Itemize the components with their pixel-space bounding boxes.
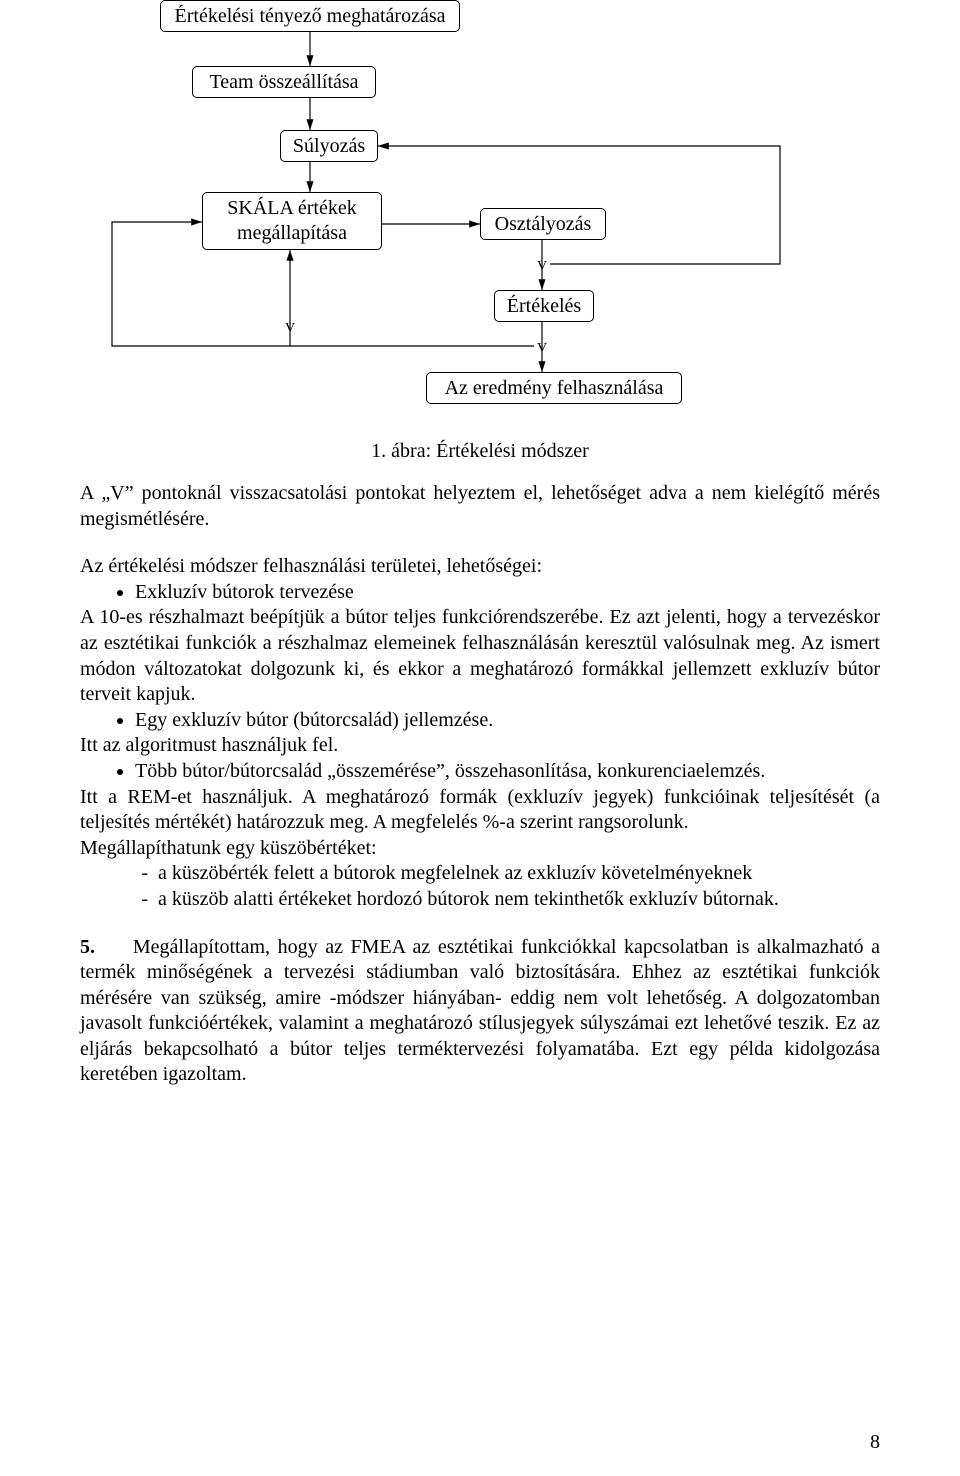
page-number: 8 (870, 1431, 880, 1454)
paragraph: Itt az algoritmust használjuk fel. (80, 733, 880, 759)
svg-text:V: V (537, 259, 547, 274)
list-item: a küszöbérték felett a bútorok megfeleln… (158, 861, 880, 887)
section-5: 5. Megállapítottam, hogy az FMEA az eszt… (80, 935, 880, 1089)
node-ertekeles: Értékelés (494, 290, 594, 322)
node-label: SKÁLA értékek megállapítása (227, 196, 356, 246)
paragraph: A „V” pontoknál visszacsatolási pontokat… (80, 481, 880, 532)
paragraph: A 10-es részhalmazt beépítjük a bútor te… (80, 605, 880, 707)
section-number: 5. (80, 936, 95, 958)
paragraph: 5. Megállapítottam, hogy az FMEA az eszt… (80, 935, 880, 1089)
node-label: Team összeállítása (209, 70, 358, 95)
node-label: Osztályozás (495, 212, 592, 237)
paragraph: Az értékelési módszer felhasználási terü… (80, 554, 880, 580)
list-item: Több bútor/bútorcsalád „összemérése”, ös… (135, 759, 880, 785)
flowchart: V V V Értékelési tényező meghatározása T… (80, 0, 880, 430)
node-skala-ertekek: SKÁLA értékek megállapítása (202, 192, 382, 250)
list-item: Exkluzív bútorok tervezése (135, 580, 880, 606)
node-sulyozas: Súlyozás (280, 130, 378, 162)
node-label: Értékelés (507, 294, 581, 319)
node-label-line: megállapítása (237, 222, 347, 244)
node-osztalyozas: Osztályozás (480, 208, 606, 240)
node-team-osszeallitasa: Team összeállítása (192, 66, 376, 98)
section-text: Megállapítottam, hogy az FMEA az esztéti… (80, 936, 880, 1086)
svg-text:V: V (285, 321, 295, 336)
node-eredmeny-felhasznalasa: Az eredmény felhasználása (426, 372, 682, 404)
svg-text:V: V (537, 341, 547, 356)
node-ertekelesi-tenyezo: Értékelési tényező meghatározása (160, 0, 460, 32)
node-label: Súlyozás (293, 134, 365, 159)
node-label-line: SKÁLA értékek (227, 197, 356, 219)
list-item: Egy exkluzív bútor (bútorcsalád) jellemz… (135, 708, 880, 734)
paragraph: Megállapíthatunk egy küszöbértéket: (80, 836, 880, 862)
page: V V V Értékelési tényező meghatározása T… (0, 0, 960, 1476)
figure-caption: 1. ábra: Értékelési módszer (80, 440, 880, 463)
node-label: Értékelési tényező meghatározása (175, 4, 446, 29)
body-text: A „V” pontoknál visszacsatolási pontokat… (80, 481, 880, 1088)
list-item: a küszöb alatti értékeket hordozó bútoro… (158, 887, 880, 913)
paragraph: Itt a REM-et használjuk. A meghatározó f… (80, 785, 880, 836)
node-label: Az eredmény felhasználása (445, 376, 664, 401)
